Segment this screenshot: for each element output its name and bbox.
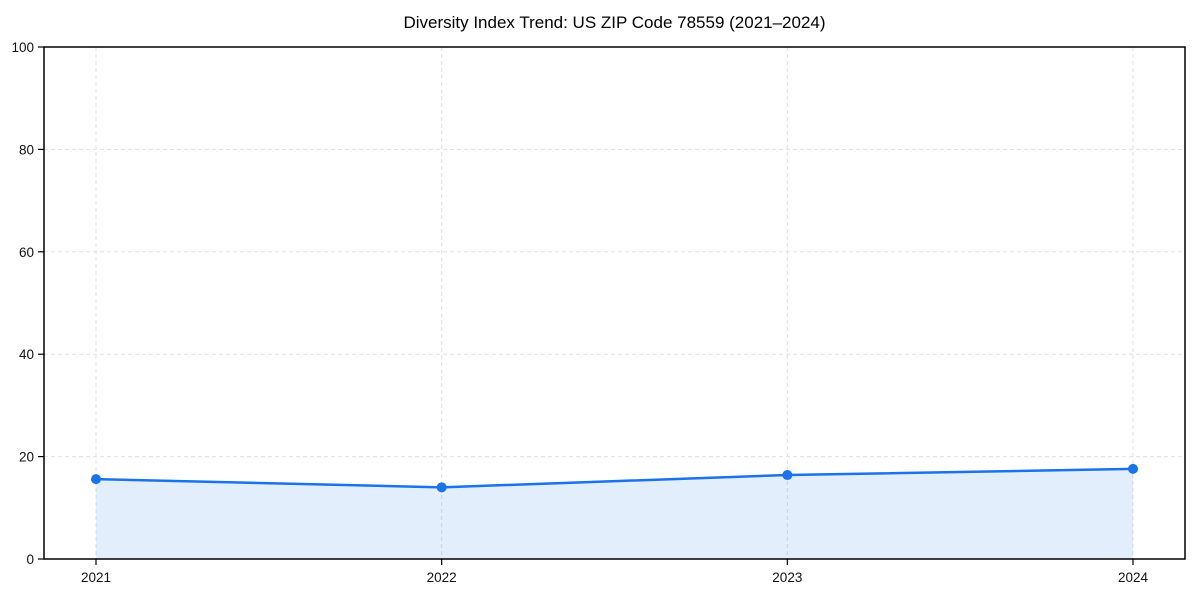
y-tick-label: 60 [19,245,34,260]
area-fill [96,468,1133,559]
data-point-2021 [91,474,101,485]
data-point-2024 [1128,463,1138,474]
x-tick-label: 2024 [1118,570,1149,585]
x-tick-label: 2021 [81,570,111,585]
trend-line [94,467,1135,489]
y-tick-label: 100 [11,40,34,55]
x-tick-label: 2023 [772,570,802,585]
y-tick-label: 40 [19,347,34,362]
plot-border [43,46,1186,560]
data-point-2023 [782,470,793,481]
chart-title: Diversity Index Trend: US ZIP Code 78559… [403,13,826,32]
y-tick-label: 20 [19,450,34,465]
x-tick-label: 2022 [427,570,457,585]
y-tick-label: 80 [19,142,34,157]
data-point-2022 [436,482,447,493]
y-tick-label: 0 [26,552,34,567]
